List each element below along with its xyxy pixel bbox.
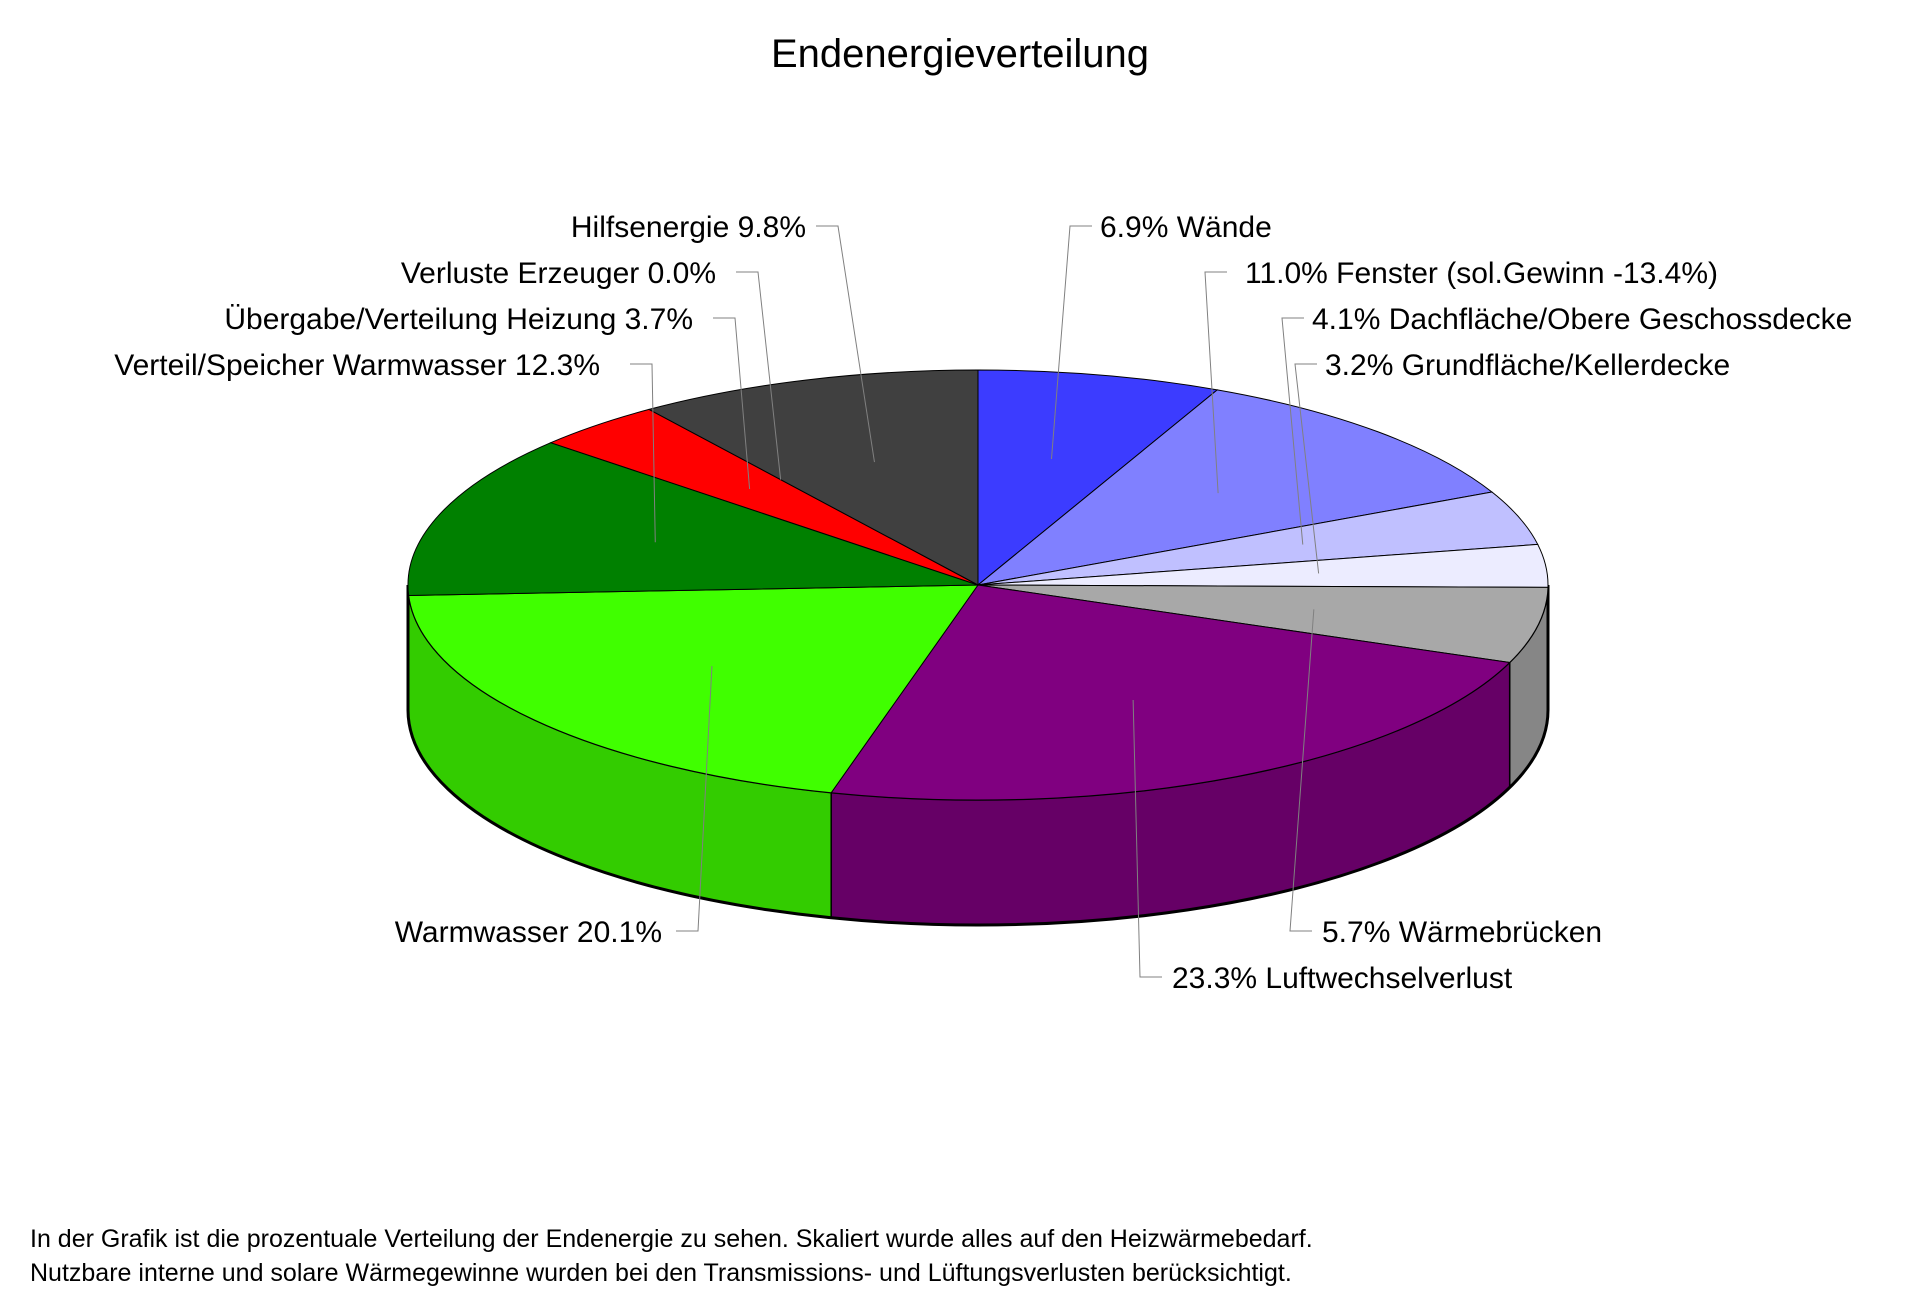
leader-line-warmwasser-20-1 bbox=[676, 666, 713, 932]
leader-line-11-0-fenster-sol-gewinn-13-4 bbox=[1204, 271, 1227, 494]
chart-title: Endenergieverteilung bbox=[770, 32, 1150, 76]
leader-line-4-1-dachfläche-obere-geschossdecke bbox=[1281, 317, 1304, 545]
slice-label-3-2-grundfläche-kellerdecke: 3.2% Grundfläche/Kellerdecke bbox=[1325, 349, 1730, 382]
pie-slice-verteil-speicher-warmwasser-12-3 bbox=[407, 442, 979, 596]
leader-line-6-9-wände bbox=[1050, 225, 1092, 460]
leader-line-hilfsenergie-9-8 bbox=[816, 225, 875, 463]
footnote: In der Grafik ist die prozentuale Vertei… bbox=[30, 1222, 1313, 1290]
leader-line-verluste-erzeuger-0-0 bbox=[736, 271, 782, 480]
pie-outline bbox=[406, 585, 1550, 927]
slice-label-warmwasser-20-1: Warmwasser 20.1% bbox=[395, 916, 662, 949]
slice-label-5-7-wärmebrücken: 5.7% Wärmebrücken bbox=[1322, 916, 1602, 949]
leader-line-3-2-grundfläche-kellerdecke bbox=[1294, 363, 1320, 574]
slice-label-23-3-luftwechselverlust: 23.3% Luftwechselverlust bbox=[1172, 962, 1513, 995]
pie-slice-5-7-wärmebrücken bbox=[977, 584, 1549, 664]
pie-slice-hilfsenergie-9-8 bbox=[647, 369, 979, 586]
footnote-line-2: Nutzbare interne und solare Wärmegewinne… bbox=[30, 1259, 1292, 1287]
slice-label-übergabe-verteilung-heizung-3-7: Übergabe/Verteilung Heizung 3.7% bbox=[224, 303, 693, 336]
footnote-line-1: In der Grafik ist die prozentuale Vertei… bbox=[30, 1225, 1313, 1253]
slice-label-6-9-wände: 6.9% Wände bbox=[1100, 211, 1272, 244]
pie-slice-warmwasser-20-1 bbox=[408, 584, 979, 794]
slice-label-verteil-speicher-warmwasser-12-3: Verteil/Speicher Warmwasser 12.3% bbox=[114, 349, 600, 382]
slice-label-11-0-fenster-sol-gewinn-13-4: 11.0% Fenster (sol.Gewinn -13.4%) bbox=[1245, 257, 1718, 290]
leader-line-verteil-speicher-warmwasser-12-3 bbox=[630, 363, 656, 543]
leader-line-übergabe-verteilung-heizung-3-7 bbox=[713, 317, 751, 490]
pie-slice-11-0-fenster-sol-gewinn-13-4 bbox=[977, 389, 1494, 586]
pie-slice-6-9-wände bbox=[977, 369, 1219, 587]
pie-slice-23-3-luftwechselverlust bbox=[830, 584, 1511, 801]
leader-line-23-3-luftwechselverlust bbox=[1132, 699, 1162, 978]
leader-line-5-7-wärmebrücken bbox=[1289, 609, 1315, 932]
slice-label-verluste-erzeuger-0-0: Verluste Erzeuger 0.0% bbox=[401, 257, 716, 290]
slice-label-4-1-dachfläche-obere-geschossdecke: 4.1% Dachfläche/Obere Geschossdecke bbox=[1312, 303, 1852, 336]
slice-label-hilfsenergie-9-8: Hilfsenergie 9.8% bbox=[571, 211, 806, 244]
